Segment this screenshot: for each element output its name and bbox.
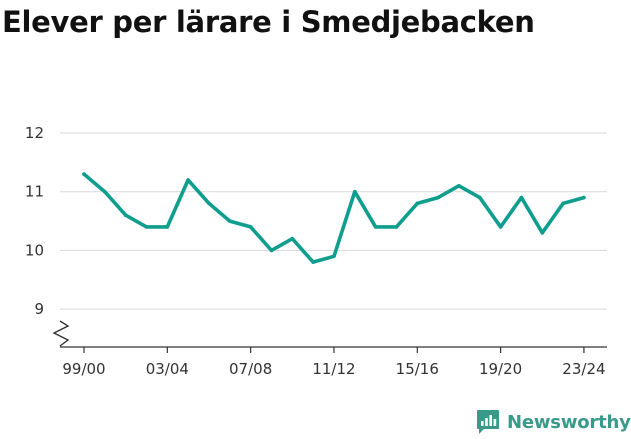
x-axis: 99/00 03/04 07/08 11/12 15/16 19/20 23/24 xyxy=(60,346,607,378)
data-point xyxy=(415,201,420,206)
data-point xyxy=(561,201,565,206)
data-point xyxy=(478,195,482,200)
data-point xyxy=(311,260,315,264)
data-point xyxy=(123,213,128,217)
x-tick-label: 99/00 xyxy=(62,360,105,378)
y-tick-label: 11 xyxy=(25,183,44,201)
x-tick-label: 15/16 xyxy=(396,360,439,378)
axis-break-marker xyxy=(52,320,70,347)
data-point xyxy=(207,201,211,206)
data-point xyxy=(165,225,170,229)
y-tick-label: 12 xyxy=(25,124,44,142)
chart-title: Elever per lärare i Smedjebacken xyxy=(2,5,535,39)
data-point xyxy=(186,178,190,182)
data-series xyxy=(82,172,586,264)
data-point xyxy=(290,236,295,241)
data-point xyxy=(82,172,86,176)
data-point xyxy=(498,225,503,229)
data-point xyxy=(332,254,336,259)
data-point xyxy=(394,225,399,229)
y-tick-label: 9 xyxy=(34,300,44,318)
data-point xyxy=(228,219,232,223)
series-line xyxy=(82,172,586,264)
data-point xyxy=(269,248,274,253)
data-point xyxy=(144,225,149,229)
data-point xyxy=(436,195,440,200)
data-point xyxy=(373,225,378,229)
data-point xyxy=(457,184,461,188)
data-point xyxy=(103,189,107,194)
gridlines xyxy=(60,132,607,310)
data-point xyxy=(582,195,586,200)
y-tick-labels: 9 10 11 12 xyxy=(25,124,44,318)
newsworthy-logo-icon xyxy=(477,410,499,434)
data-point xyxy=(353,189,357,194)
axis-break-zigzag xyxy=(52,320,70,347)
x-tick-label: 19/20 xyxy=(479,360,522,378)
x-tick-label: 03/04 xyxy=(146,360,189,378)
brand-name: Newsworthy xyxy=(507,411,631,433)
y-tick-label: 10 xyxy=(25,241,44,259)
x-tick-label: 07/08 xyxy=(229,360,272,378)
x-tick-label: 23/24 xyxy=(562,360,605,378)
x-tick-label: 11/12 xyxy=(312,360,355,378)
data-point xyxy=(519,195,524,200)
data-point xyxy=(540,231,545,235)
data-point xyxy=(248,225,253,229)
newsworthy-brand: Newsworthy xyxy=(476,409,631,435)
